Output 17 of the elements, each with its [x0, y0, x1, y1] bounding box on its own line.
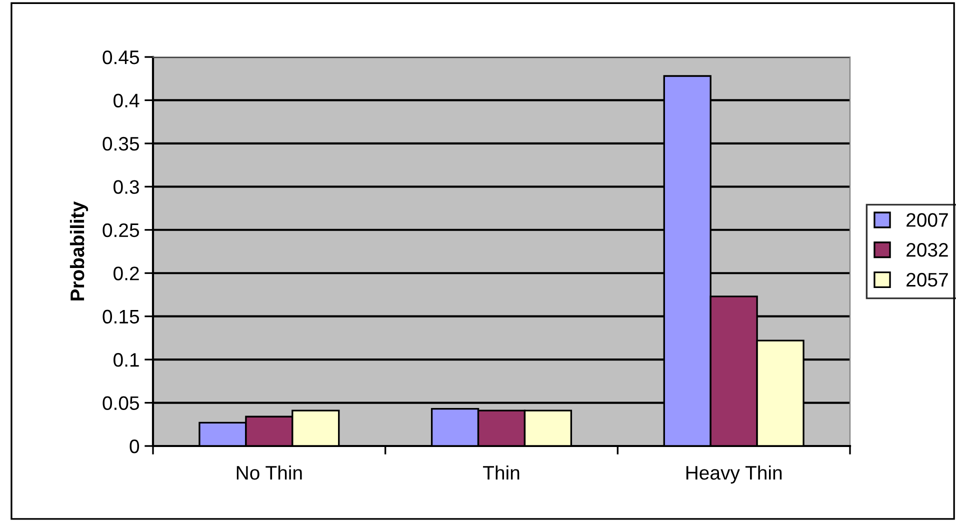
y-tick-label: 0.25 [102, 223, 139, 238]
x-tick-label: Thin [483, 465, 520, 480]
y-tick-label: 0.2 [114, 266, 139, 280]
x-tick-label: Heavy Thin [686, 465, 782, 484]
y-axis-title: Probability [70, 201, 88, 300]
y-tick-label: 0.1 [114, 353, 139, 367]
legend-label: 2007 [906, 213, 948, 227]
y-tick-label: 0 [130, 439, 140, 454]
x-tick-label: No Thin [236, 465, 302, 480]
legend-label: 2032 [906, 243, 948, 257]
y-tick-label: 0.05 [102, 396, 139, 410]
y-tick-label: 0.45 [102, 50, 139, 64]
y-tick-label: 0.35 [102, 136, 139, 151]
legend-label: 2057 [906, 272, 948, 287]
y-tick-label: 0.3 [114, 180, 139, 194]
y-tick-label: 0.4 [114, 94, 140, 108]
y-tick-label: 0.15 [102, 310, 139, 324]
